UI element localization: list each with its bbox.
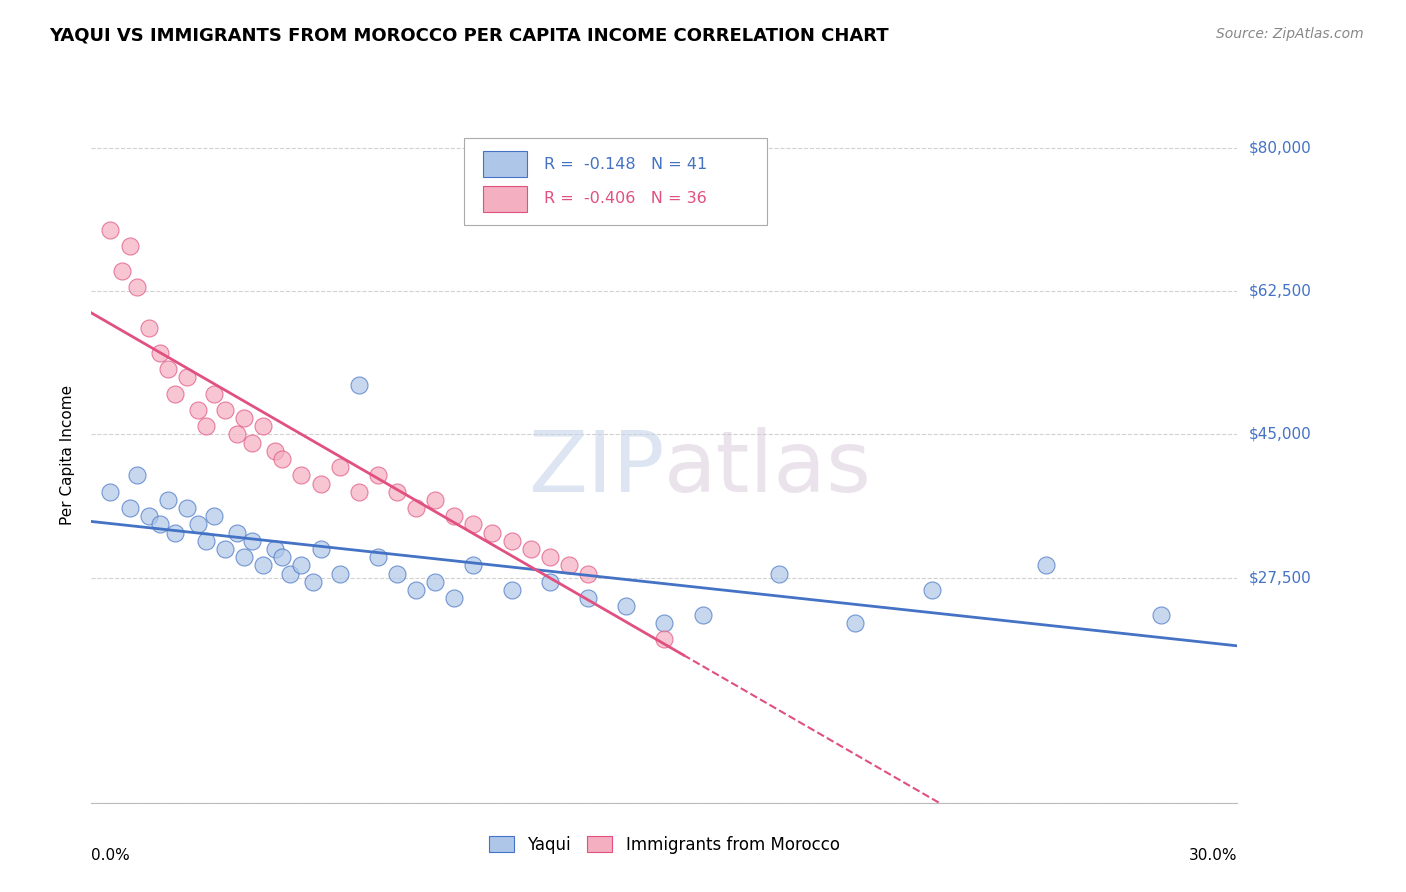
Point [309,476,332,491]
Point [225,427,247,442]
Point [558,558,581,573]
Point [165,386,187,401]
Text: $27,500: $27,500 [1249,570,1312,585]
Text: YAQUI VS IMMIGRANTS FROM MOROCCO PER CAPITA INCOME CORRELATION CHART: YAQUI VS IMMIGRANTS FROM MOROCCO PER CAP… [49,27,889,45]
Point [194,533,217,548]
Point [463,558,485,573]
Point [1035,558,1057,573]
Point [240,435,263,450]
Point [692,607,714,622]
Point [385,566,408,581]
Point [309,542,332,557]
Point [202,509,225,524]
Point [538,574,561,589]
Point [138,321,160,335]
Point [367,468,389,483]
Point [576,566,599,581]
Point [271,452,294,467]
Point [263,542,285,557]
Point [100,223,122,237]
Text: $62,500: $62,500 [1249,284,1312,299]
Point [652,615,675,630]
Text: atlas: atlas [664,427,872,510]
Point [233,411,256,425]
Text: Source: ZipAtlas.com: Source: ZipAtlas.com [1216,27,1364,41]
Point [252,419,274,434]
Point [118,239,141,253]
Point [921,582,943,597]
Point [1150,607,1173,622]
Point [329,460,352,475]
Point [233,550,256,565]
Point [111,264,134,278]
Point [187,403,209,417]
Point [576,591,599,606]
Point [202,386,225,401]
Point [100,484,122,499]
Point [127,468,149,483]
Point [176,370,198,384]
Point [652,632,675,646]
Point [149,345,172,359]
Point [263,443,285,458]
Point [187,517,209,532]
Point [519,542,541,557]
Point [225,525,247,540]
Point [423,574,446,589]
Text: ZIP: ZIP [527,427,664,510]
Point [347,484,370,499]
Point [271,550,294,565]
Point [443,591,465,606]
Point [149,517,172,532]
Point [165,525,187,540]
Point [194,419,217,434]
Point [240,533,263,548]
Legend: Yaqui, Immigrants from Morocco: Yaqui, Immigrants from Morocco [482,830,846,861]
Text: $80,000: $80,000 [1249,140,1312,155]
Point [214,542,236,557]
FancyBboxPatch shape [464,138,768,226]
Text: 0.0%: 0.0% [91,847,131,863]
Point [176,501,198,516]
Point [127,280,149,294]
Point [156,492,179,507]
FancyBboxPatch shape [484,186,527,212]
Text: R =  -0.406   N = 36: R = -0.406 N = 36 [544,192,707,206]
Point [290,558,312,573]
Point [290,468,312,483]
Point [302,574,325,589]
Point [423,492,446,507]
Point [278,566,301,581]
Point [501,582,523,597]
Point [118,501,141,516]
Point [443,509,465,524]
Point [252,558,274,573]
Point [768,566,790,581]
Point [481,525,503,540]
Point [538,550,561,565]
Point [463,517,485,532]
Point [138,509,160,524]
Point [501,533,523,548]
Point [385,484,408,499]
Point [156,362,179,376]
Point [614,599,637,614]
Text: R =  -0.148   N = 41: R = -0.148 N = 41 [544,157,707,171]
Text: $45,000: $45,000 [1249,427,1312,442]
Point [367,550,389,565]
Point [329,566,352,581]
Point [405,501,427,516]
Text: 30.0%: 30.0% [1189,847,1237,863]
Point [844,615,866,630]
Point [214,403,236,417]
Point [405,582,427,597]
FancyBboxPatch shape [484,151,527,178]
Point [347,378,370,392]
Y-axis label: Per Capita Income: Per Capita Income [60,384,76,525]
